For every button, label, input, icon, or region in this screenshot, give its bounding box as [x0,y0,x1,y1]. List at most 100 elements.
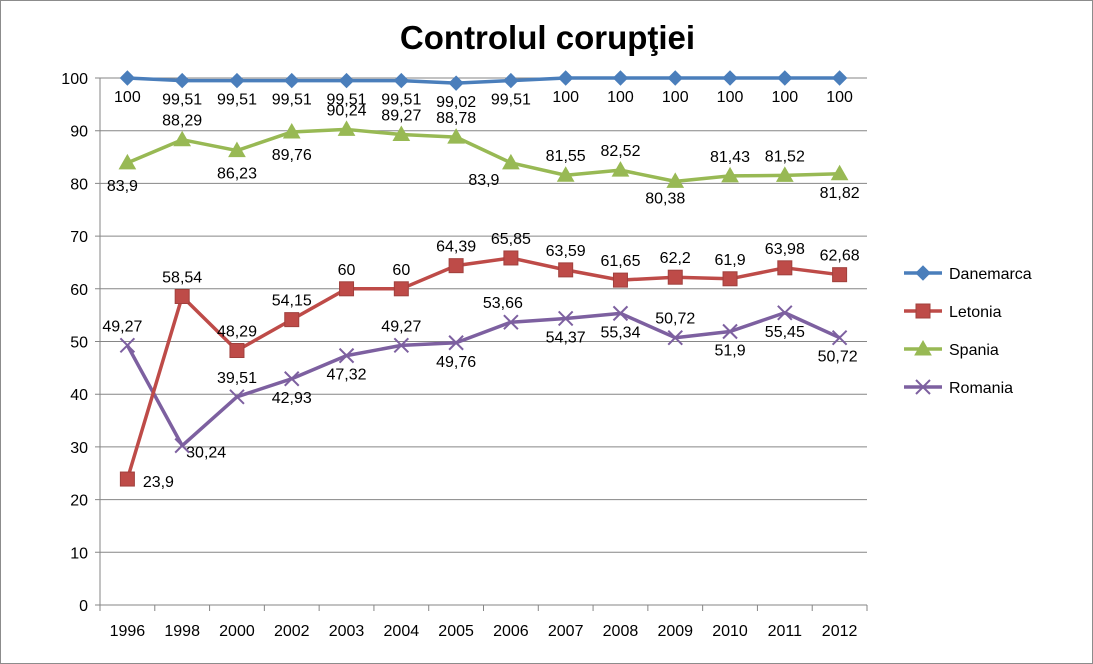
data-point-romania [777,305,793,321]
data-point-romania [831,329,848,346]
data-label: 88,29 [162,113,202,130]
data-label: 81,55 [546,148,586,165]
data-point-spania [392,125,411,142]
data-label: 99,51 [162,92,202,109]
data-point-romania [557,310,574,327]
y-tick-label: 100 [61,71,88,88]
data-point-danemarca [557,70,574,86]
y-tick-label: 80 [70,176,88,193]
series-line-spania [126,127,840,184]
data-point-romania [284,371,300,387]
y-tick-label: 90 [70,124,88,141]
data-label: 99,51 [217,92,257,109]
data-point-danemarca [777,70,793,86]
data-label: 47,32 [327,367,367,384]
legend-marker-danemarca [915,265,931,281]
data-point-spania [228,141,246,158]
data-label: 100 [607,89,634,106]
legend-label-spania: Spania [949,342,999,359]
chart-title: Controlul corupţiei [399,19,696,56]
y-tick-label: 40 [70,387,88,404]
data-point-spania [830,164,849,181]
x-tick-label: 2009 [657,623,693,640]
data-point-letonia [448,258,464,274]
data-label: 55,34 [600,324,640,341]
data-point-spania [556,166,575,182]
x-tick-label: 2006 [493,623,529,640]
data-point-romania [448,335,464,351]
data-label: 86,23 [217,166,257,183]
data-label: 50,72 [655,311,695,328]
legend-marker-romania [915,379,931,395]
data-point-danemarca [503,72,519,89]
data-point-spania [337,120,356,136]
data-label: 62,68 [820,248,860,265]
data-point-romania [338,347,355,364]
series-line-danemarca [127,76,840,85]
data-label: 62,2 [660,250,691,267]
data-label: 54,15 [272,293,312,310]
data-label: 89,76 [272,147,312,164]
y-tick-label: 30 [70,440,88,457]
data-label: 99,51 [381,92,421,109]
data-label: 49,27 [381,318,421,335]
data-label: 81,43 [710,149,750,166]
data-point-spania [173,130,192,147]
data-label: 99,51 [491,92,531,109]
data-point-danemarca [722,70,738,86]
data-label: 63,98 [765,241,805,258]
data-point-letonia [832,267,848,283]
data-point-danemarca [119,70,136,86]
data-point-danemarca [393,72,410,89]
data-label: 61,65 [600,253,640,270]
data-point-spania [721,166,739,183]
data-label: 100 [826,89,853,106]
data-label: 30,24 [186,445,226,462]
data-label: 63,59 [546,243,586,260]
series-line-letonia [125,256,840,480]
y-tick-label: 50 [70,335,88,352]
data-point-spania [118,153,137,170]
data-point-spania [447,128,465,144]
data-point-letonia [777,260,793,276]
data-label: 83,9 [107,178,138,195]
data-label: 81,82 [820,185,860,202]
data-label: 88,78 [436,110,476,127]
data-point-danemarca [229,72,245,89]
data-point-danemarca [284,72,300,89]
legend-marker-letonia [915,303,931,319]
x-tick-label: 2011 [768,623,803,640]
legend-label-letonia: Letonia [949,304,1002,321]
data-label: 61,9 [714,252,745,269]
data-point-letonia [284,312,300,328]
x-tick-label: 2003 [329,623,365,640]
data-point-romania [174,437,190,454]
data-point-danemarca [174,72,190,89]
data-point-letonia [393,281,409,297]
data-label: 100 [662,89,689,106]
data-label: 90,24 [327,102,367,119]
data-point-romania [667,329,683,346]
data-point-spania [611,161,630,177]
data-label: 53,66 [483,295,523,312]
data-label: 42,93 [272,390,312,407]
data-label: 58,54 [162,269,202,286]
data-label: 54,37 [546,329,586,346]
data-label: 100 [114,89,141,106]
data-label: 99,51 [272,92,312,109]
data-label: 100 [552,89,579,106]
data-point-letonia [722,271,738,287]
x-tick-label: 2010 [712,623,748,640]
data-point-letonia [119,471,135,487]
y-tick-label: 20 [70,493,88,510]
x-tick-label: 2004 [384,623,420,640]
data-point-romania [722,323,738,340]
legend-marker-spania [914,339,932,356]
data-point-letonia [339,281,355,297]
data-label: 50,72 [818,349,858,366]
data-label: 49,27 [102,318,142,335]
y-tick-label: 60 [70,282,88,299]
data-point-letonia [229,343,245,359]
x-tick-label: 2008 [603,623,639,640]
